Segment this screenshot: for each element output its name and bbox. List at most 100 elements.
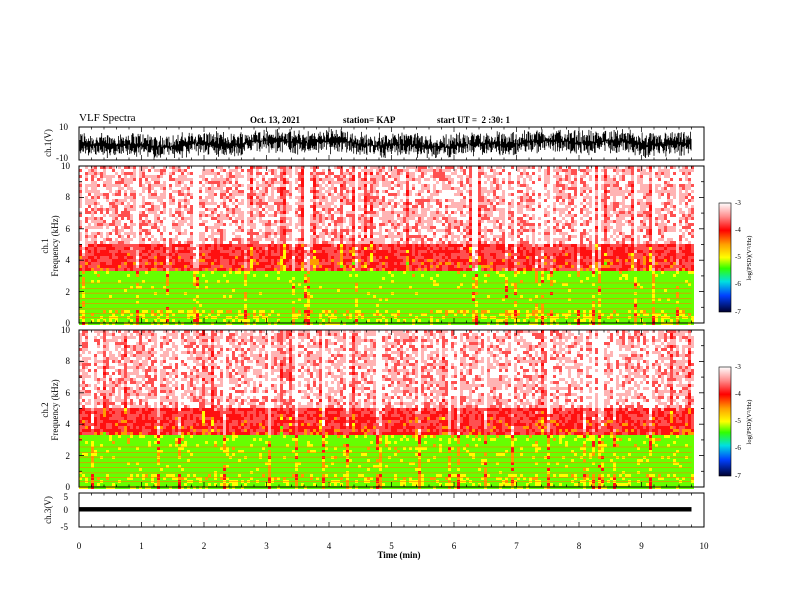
spectrogram-cell	[106, 187, 109, 190]
spectrogram-cell	[100, 175, 103, 178]
spectrogram-cell	[346, 217, 349, 220]
spectrogram-cell	[157, 235, 160, 238]
spectrogram-cell	[271, 271, 274, 274]
spectrogram-cell	[247, 232, 250, 235]
spectrogram-cell	[178, 277, 181, 280]
spectrogram-cell	[277, 172, 280, 175]
spectrogram-cell	[250, 247, 253, 250]
spectrogram-cell	[325, 235, 328, 238]
spectrogram-cell	[238, 190, 241, 193]
spectrogram-cell	[346, 250, 349, 253]
spectrogram-cell	[331, 178, 334, 181]
spectrogram-cell	[124, 199, 127, 202]
spectrogram-cell	[316, 235, 319, 238]
spectrogram-cell	[202, 313, 205, 316]
spectrogram-cell	[91, 226, 94, 229]
spectrogram-cell	[91, 208, 94, 211]
spectrogram-cell	[148, 265, 151, 268]
spectrogram-cell	[265, 232, 268, 235]
spectrogram-cell	[268, 190, 271, 193]
spectrogram-cell	[139, 244, 142, 247]
spectrogram-cell	[295, 172, 298, 175]
spectrogram-cell	[232, 271, 235, 274]
spectrogram-cell	[313, 319, 316, 322]
spectrogram-cell	[283, 277, 286, 280]
spectrogram-cell	[235, 205, 238, 208]
spectrogram-cell	[265, 217, 268, 220]
spectrogram-cell	[283, 265, 286, 268]
spectrogram-cell	[295, 271, 298, 274]
spectrogram-cell	[307, 196, 310, 199]
spectrogram-cell	[202, 223, 205, 226]
spectrogram-cell	[238, 259, 241, 262]
spectrogram-cell	[139, 184, 142, 187]
spectrogram-cell	[358, 295, 361, 298]
spectrogram-cell	[223, 298, 226, 301]
spectrogram-cell	[148, 208, 151, 211]
spectrogram-cell	[250, 250, 253, 253]
spectrogram-cell	[112, 247, 115, 250]
spectrogram-cell	[142, 214, 145, 217]
spectrogram-cell	[154, 220, 157, 223]
spectrogram-cell	[244, 178, 247, 181]
spectrogram-cell	[289, 286, 292, 289]
spectrogram-cell	[139, 205, 142, 208]
spectrogram-cell	[145, 268, 148, 271]
spectrogram-cell	[262, 271, 265, 274]
spectrogram-cell	[226, 256, 229, 259]
spectrogram-cell	[190, 199, 193, 202]
spectrogram-cell	[256, 244, 259, 247]
spectrogram-cell	[112, 310, 115, 313]
spectrogram-cell	[118, 211, 121, 214]
spectrogram-cell	[295, 184, 298, 187]
spectrogram-cell	[343, 253, 346, 256]
spectrogram-cell	[166, 175, 169, 178]
spectrogram-cell	[334, 262, 337, 265]
spectrogram-cell	[214, 319, 217, 322]
spectrogram-cell	[232, 262, 235, 265]
spectrogram-cell	[271, 205, 274, 208]
spectrogram-cell	[322, 250, 325, 253]
spectrogram-cell	[235, 298, 238, 301]
spectrogram-cell	[277, 277, 280, 280]
spectrogram-cell	[202, 280, 205, 283]
spectrogram-cell	[130, 199, 133, 202]
spectrogram-cell	[244, 310, 247, 313]
spectrogram-cell	[223, 223, 226, 226]
spectrogram-cell	[85, 256, 88, 259]
spectrogram-cell	[187, 247, 190, 250]
spectrogram-cell	[349, 319, 352, 322]
spectrogram-cell	[193, 232, 196, 235]
spectrogram-cell	[346, 238, 349, 241]
spectrogram-cell	[91, 268, 94, 271]
spectrogram-cell	[355, 232, 358, 235]
spectrogram-cell	[79, 226, 82, 229]
spectrogram-cell	[298, 244, 301, 247]
spectrogram-cell	[196, 247, 199, 250]
spectrogram-cell	[118, 289, 121, 292]
spectrogram-cell	[313, 310, 316, 313]
spectrogram-cell	[214, 217, 217, 220]
spectrogram-cell	[82, 217, 85, 220]
spectrogram-cell	[253, 241, 256, 244]
spectrogram-cell	[214, 313, 217, 316]
spectrogram-cell	[247, 274, 250, 277]
spectrogram-cell	[97, 229, 100, 232]
spectrogram-cell	[310, 274, 313, 277]
spectrogram-cell	[271, 244, 274, 247]
spectrogram-cell	[280, 214, 283, 217]
spectrogram-cell	[187, 289, 190, 292]
spectrogram-cell	[139, 202, 142, 205]
spectrogram-cell	[196, 202, 199, 205]
spectrogram-cell	[232, 208, 235, 211]
spectrogram-cell	[151, 217, 154, 220]
spectrogram-cell	[259, 265, 262, 268]
spectrogram-cell	[163, 172, 166, 175]
spectrogram-cell	[139, 310, 142, 313]
spectrogram-cell	[151, 301, 154, 304]
spectrogram-cell	[253, 229, 256, 232]
spectrogram-cell	[142, 172, 145, 175]
spectrogram-cell	[286, 199, 289, 202]
spectrogram-cell	[358, 226, 361, 229]
spectrogram-cell	[181, 190, 184, 193]
